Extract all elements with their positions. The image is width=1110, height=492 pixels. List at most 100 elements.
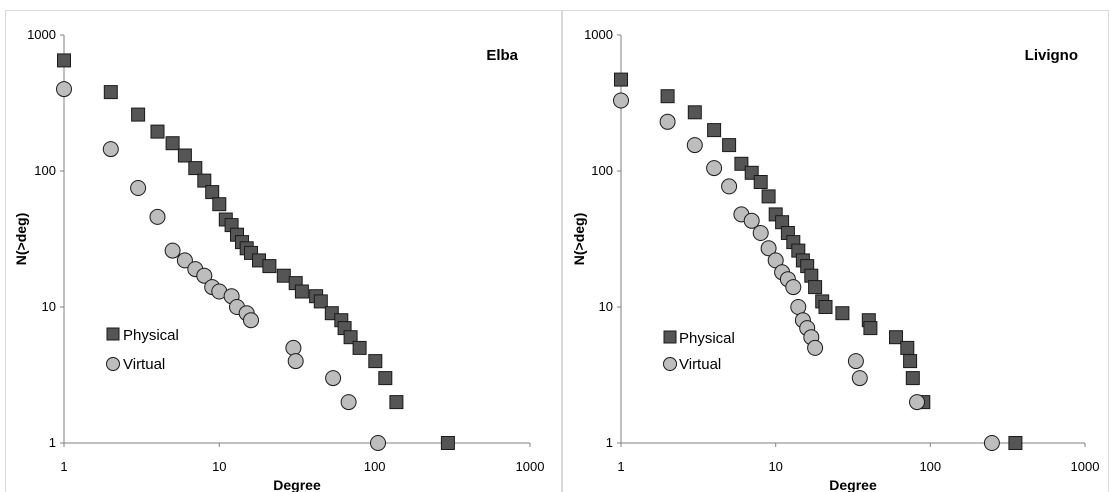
- legend-label-physical: Physical: [679, 330, 735, 347]
- data-point-virtual: [243, 312, 259, 329]
- data-point-physical: [276, 268, 291, 283]
- panel-border: [5, 10, 562, 492]
- y-ticks: 1000 100 10 1: [27, 27, 64, 450]
- data-point-physical: [188, 161, 203, 176]
- chart-title: Elba: [486, 47, 518, 64]
- data-point-physical: [614, 72, 628, 87]
- legend: Physical Virtual: [106, 327, 179, 373]
- x-axis-label: Degree: [273, 477, 321, 492]
- data-point-physical: [889, 330, 903, 345]
- x-tick-label: 100: [919, 459, 941, 474]
- data-point-physical: [440, 436, 455, 450]
- data-point-virtual: [285, 339, 302, 356]
- data-point-physical: [313, 294, 328, 309]
- y-tick-label: 1: [49, 435, 56, 450]
- data-point-physical: [294, 284, 309, 299]
- plot-marks: [613, 72, 1023, 451]
- data-point-virtual: [847, 353, 864, 370]
- data-point-virtual: [785, 279, 802, 296]
- data-point-physical: [212, 197, 227, 212]
- data-point-physical: [343, 330, 358, 345]
- plot-marks: [56, 53, 455, 451]
- data-point-virtual: [130, 180, 147, 196]
- data-point-physical: [352, 340, 367, 355]
- chart-panel-elba: 1000 100 10 1 1 10 100 1000 Degree N(>de…: [5, 10, 562, 492]
- y-tick-label: 1: [606, 435, 613, 450]
- data-point-physical: [262, 259, 277, 274]
- legend-marker-virtual: [663, 357, 677, 371]
- data-point-physical: [368, 354, 383, 369]
- x-tick-label: 1: [617, 459, 624, 474]
- data-point-physical: [177, 148, 192, 163]
- data-point-virtual: [851, 370, 868, 387]
- data-point-physical: [165, 136, 180, 151]
- data-point-physical: [903, 354, 918, 369]
- data-point-physical: [150, 124, 165, 139]
- data-point-virtual: [752, 225, 769, 241]
- data-point-physical: [818, 300, 833, 314]
- data-point-virtual: [659, 113, 676, 130]
- data-point-virtual: [164, 242, 181, 259]
- legend-marker-physical: [106, 327, 120, 341]
- data-point-physical: [863, 321, 878, 336]
- data-point-physical: [389, 395, 404, 410]
- y-tick-label: 1000: [27, 27, 56, 42]
- data-point-physical: [131, 107, 146, 122]
- data-point-physical: [761, 189, 776, 204]
- data-point-virtual: [370, 435, 386, 451]
- legend-marker-virtual: [106, 357, 120, 371]
- x-tick-label: 1: [60, 459, 67, 474]
- x-tick-label: 10: [212, 459, 226, 474]
- y-tick-label: 100: [34, 163, 56, 178]
- data-point-physical: [900, 340, 915, 355]
- data-point-physical: [707, 123, 722, 138]
- data-point-virtual: [102, 141, 119, 158]
- x-tick-label: 10: [768, 459, 782, 474]
- data-point-virtual: [325, 370, 342, 387]
- x-axis-label: Degree: [829, 477, 877, 492]
- legend-label-virtual: Virtual: [123, 356, 165, 373]
- data-point-virtual: [287, 353, 304, 370]
- data-point-physical: [205, 185, 220, 200]
- data-point-physical: [378, 371, 393, 386]
- data-point-physical: [835, 306, 850, 321]
- y-axis-label: N(>deg): [13, 213, 29, 266]
- y-tick-label: 10: [599, 299, 613, 314]
- data-point-virtual: [613, 92, 629, 109]
- y-tick-label: 10: [42, 299, 56, 314]
- data-point-physical: [1008, 436, 1023, 450]
- y-tick-label: 1000: [584, 27, 613, 42]
- data-point-virtual: [56, 81, 72, 98]
- y-ticks: 1000 100 10 1: [584, 27, 621, 450]
- x-ticks: 1 10 100 1000: [60, 443, 544, 474]
- data-point-virtual: [760, 240, 777, 257]
- data-point-virtual: [807, 339, 824, 356]
- data-point-physical: [660, 89, 675, 104]
- data-point-virtual: [909, 394, 925, 411]
- data-point-virtual: [176, 252, 193, 269]
- legend: Physical Virtual: [663, 330, 735, 373]
- x-ticks: 1 10 100 1000: [617, 443, 1099, 474]
- y-axis-label: N(>deg): [571, 213, 587, 266]
- legend-marker-physical: [663, 330, 677, 344]
- legend-label-virtual: Virtual: [679, 356, 721, 373]
- data-point-physical: [753, 175, 768, 189]
- data-point-physical: [734, 156, 749, 171]
- data-point-virtual: [706, 160, 723, 177]
- data-point-physical: [722, 138, 737, 153]
- data-point-physical: [687, 105, 702, 120]
- data-point-physical: [103, 85, 118, 100]
- legend-label-physical: Physical: [123, 327, 179, 344]
- data-point-physical: [808, 280, 823, 295]
- y-tick-label: 100: [591, 163, 613, 178]
- data-point-virtual: [983, 435, 1000, 451]
- data-point-virtual: [149, 208, 166, 225]
- data-point-virtual: [340, 394, 357, 411]
- chart-title: Livigno: [1025, 47, 1078, 64]
- data-point-virtual: [743, 212, 760, 229]
- x-tick-label: 1000: [1071, 459, 1100, 474]
- x-tick-label: 1000: [516, 459, 545, 474]
- data-point-virtual: [686, 137, 703, 154]
- data-point-virtual: [721, 178, 738, 195]
